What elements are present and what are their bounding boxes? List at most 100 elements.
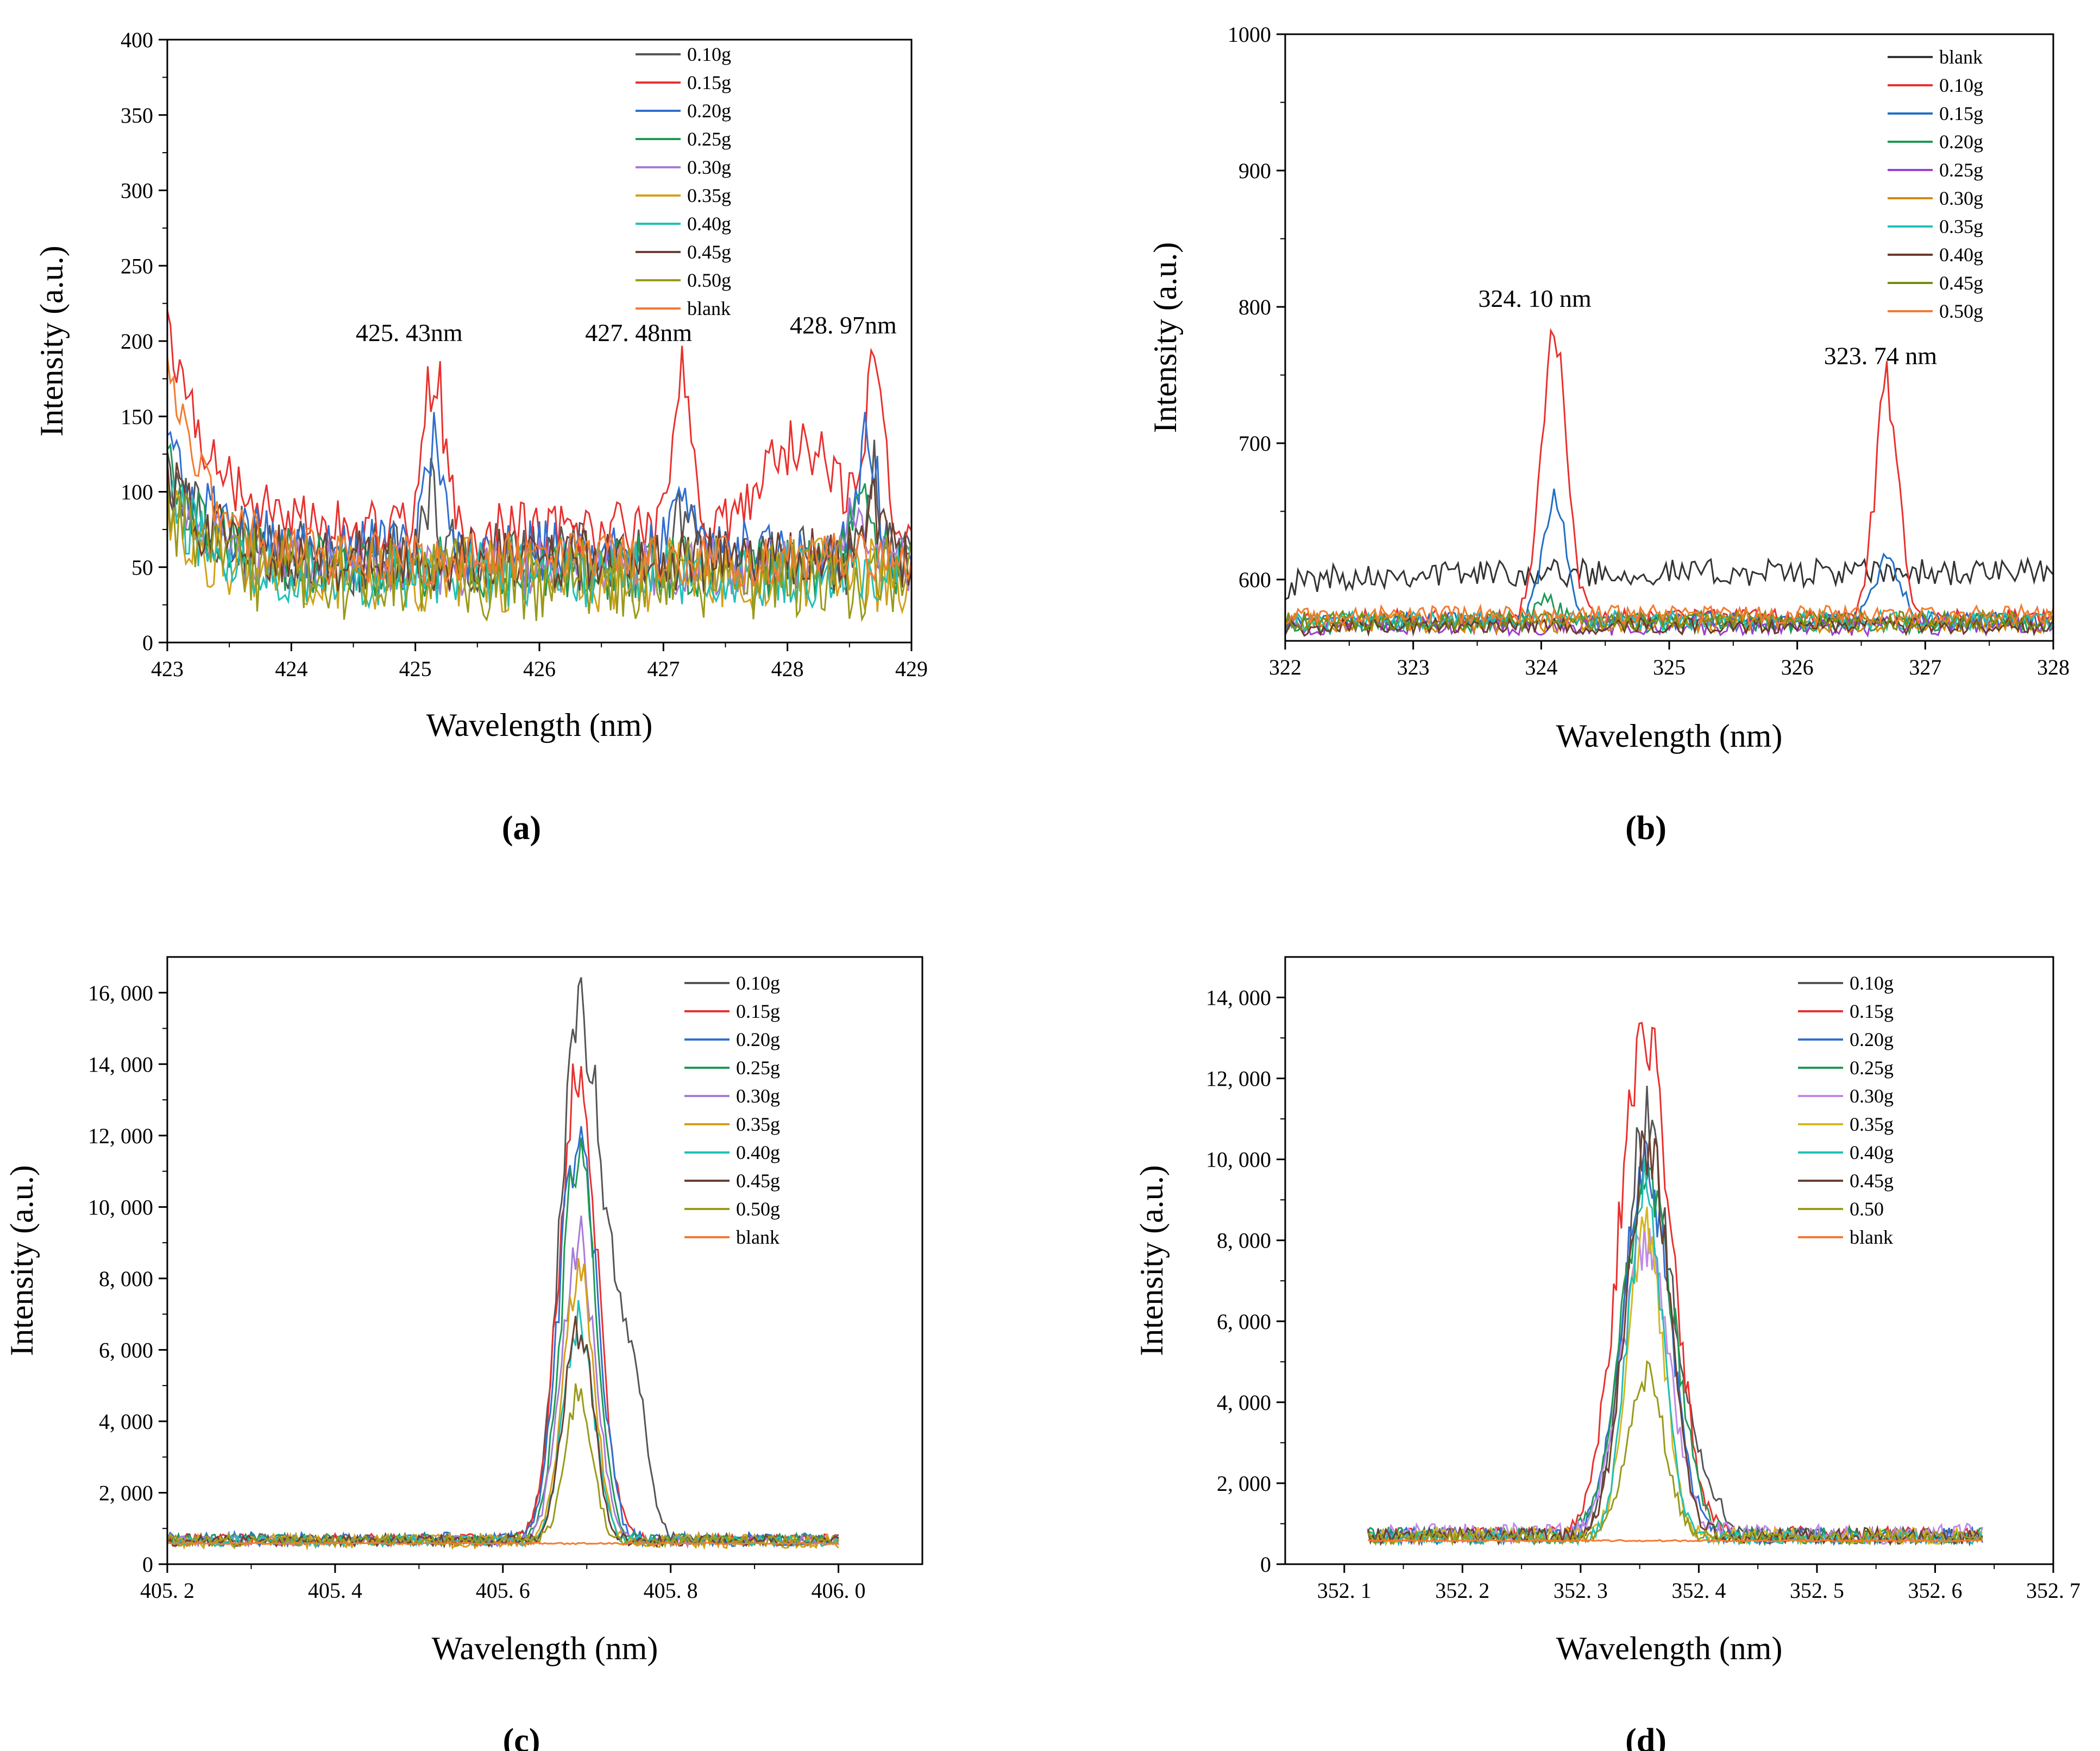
x-tick-label: 423 [151, 657, 184, 681]
y-tick-label: 16, 000 [88, 981, 153, 1005]
y-tick-label: 0 [142, 631, 153, 655]
y-tick-label: 6, 000 [1217, 1309, 1271, 1334]
legend-label: 0.10g [1850, 972, 1894, 994]
series-line-blank [167, 1541, 839, 1546]
legend-label: 0.45g [687, 241, 731, 263]
legend-label: 0.40g [687, 213, 731, 235]
series-group [167, 310, 911, 622]
y-tick-label: 12, 000 [1206, 1067, 1271, 1091]
x-tick-label: 326 [1781, 655, 1814, 679]
series-line-045g [1367, 1130, 1983, 1546]
y-tick-label: 4, 000 [1217, 1390, 1271, 1415]
plot-frame [166, 956, 923, 1565]
legend-label: 0.40g [736, 1142, 780, 1163]
chart-panel-d: 352. 1 352. 2 352. 3 352. 4 352. 5 352. 6 352.… [1134, 956, 2080, 1751]
legend-label: 0.10g [1939, 74, 1983, 96]
legend-label: 0.25g [1850, 1057, 1894, 1079]
chart-panel-b: 322 323 324 325 326 327 328 600 700 800 900 1000 Wav… [1147, 22, 2070, 847]
legend-label: blank [736, 1226, 779, 1248]
legend-label: 0.20g [1939, 131, 1983, 153]
y-tick-label: 600 [1238, 568, 1271, 592]
x-tick-label: 426 [523, 657, 556, 681]
legend-label: 0.35g [1939, 216, 1983, 237]
x-tick-label: 352. 2 [1435, 1578, 1489, 1603]
y-tick-label: 350 [121, 103, 153, 128]
panel-label: (a) [502, 810, 541, 847]
legend-label: 0.30g [1939, 187, 1983, 209]
legend-label: 0.35g [687, 185, 731, 206]
legend-label: 0.40g [1850, 1142, 1894, 1163]
plot-frame [1284, 956, 2054, 1565]
series-line-035g [167, 1258, 839, 1551]
series-line-040g [1285, 615, 2053, 637]
x-tick-label: 429 [895, 657, 928, 681]
legend-label: 0.30g [1850, 1085, 1894, 1107]
legend-label: 0.25g [687, 128, 731, 150]
series-group [1367, 1022, 1983, 1547]
x-tick-label: 327 [1909, 655, 1941, 679]
series-line-030g [167, 1215, 840, 1549]
series-line-050g [1285, 603, 2053, 628]
legend-label: 0.40g [1939, 244, 1983, 266]
legend-label: blank [1850, 1226, 1893, 1248]
series-line-blank [1368, 1539, 1983, 1542]
y-tick-label: 0 [142, 1552, 153, 1577]
series-line-045g [167, 461, 911, 592]
panel-label: (c) [503, 1722, 540, 1751]
x-tick-label: 405. 8 [644, 1578, 698, 1603]
legend-label: 0.30g [687, 156, 731, 178]
series-line-blank [167, 356, 911, 588]
x-tick-label: 352. 3 [1554, 1578, 1608, 1603]
legend-label: blank [1939, 46, 1983, 68]
series-line-045g [167, 1315, 839, 1549]
x-tick-label: 352. 4 [1671, 1578, 1726, 1603]
legend-label: 0.10g [736, 972, 780, 994]
legend: 0.10g 0.15g 0.20g 0.25g 0.30g 0.35g 0.40g 0.45g… [684, 972, 780, 1248]
x-tick-label: 352. 6 [1908, 1578, 1962, 1603]
x-tick-label: 352. 7 [2026, 1578, 2080, 1603]
legend-label: 0.25g [736, 1057, 780, 1079]
peak-annotation: 323. 74 nm [1824, 342, 1938, 369]
legend-label: 0.20g [687, 100, 731, 122]
legend-label: 0.20g [1850, 1029, 1894, 1050]
plot-frame [1284, 33, 2054, 642]
series-line-020g [1367, 1136, 1983, 1547]
x-tick-label: 424 [275, 657, 307, 681]
legend-label: 0.45g [1939, 272, 1983, 294]
series-line-035g [1285, 608, 2053, 633]
x-tick-label: 323 [1397, 655, 1430, 679]
y-tick-label: 400 [121, 28, 153, 52]
panel-label: (b) [1625, 810, 1667, 847]
y-axis-label: Intensity (a.u.) [1134, 1165, 1170, 1356]
legend-label: 0.10g [687, 43, 731, 65]
y-tick-label: 100 [121, 480, 153, 505]
x-tick-label: 328 [2037, 655, 2070, 679]
series-line-010g [167, 439, 911, 597]
x-axis-label: Wavelength (nm) [1556, 1630, 1783, 1666]
x-tick-label: 406. 0 [812, 1578, 866, 1603]
y-tick-label: 150 [121, 405, 153, 429]
y-tick-label: 8, 000 [99, 1267, 153, 1291]
legend-label: 0.45g [736, 1170, 780, 1192]
x-tick-label: 428 [771, 657, 804, 681]
x-tick-label: 405. 2 [140, 1578, 194, 1603]
legend-label: 0.35g [1850, 1113, 1894, 1135]
peak-annotation: 427. 48nm [585, 319, 692, 347]
series-line-050g [167, 478, 911, 622]
y-tick-label: 2, 000 [99, 1481, 153, 1505]
series-group [1285, 327, 2053, 638]
legend: 0.10g 0.15g 0.20g 0.25g 0.30g 0.35g 0.40g 0.45g… [636, 43, 731, 319]
x-tick-label: 325 [1653, 655, 1686, 679]
legend-label: 0.50g [687, 269, 731, 291]
y-tick-label: 2, 000 [1217, 1471, 1271, 1496]
x-axis-label: Wavelength (nm) [1556, 718, 1783, 754]
legend: 0.10g 0.15g 0.20g 0.25g 0.30g 0.35g 0.40g 0.45g… [1798, 972, 1894, 1248]
x-axis-label: Wavelength (nm) [432, 1630, 658, 1666]
y-tick-label: 800 [1238, 295, 1271, 319]
y-tick-label: 900 [1238, 159, 1271, 183]
y-tick-label: 14, 000 [88, 1052, 153, 1076]
y-axis-label: Intensity (a.u.) [4, 1165, 40, 1356]
x-tick-label: 352. 5 [1790, 1578, 1844, 1603]
x-tick-label: 425 [399, 657, 432, 681]
